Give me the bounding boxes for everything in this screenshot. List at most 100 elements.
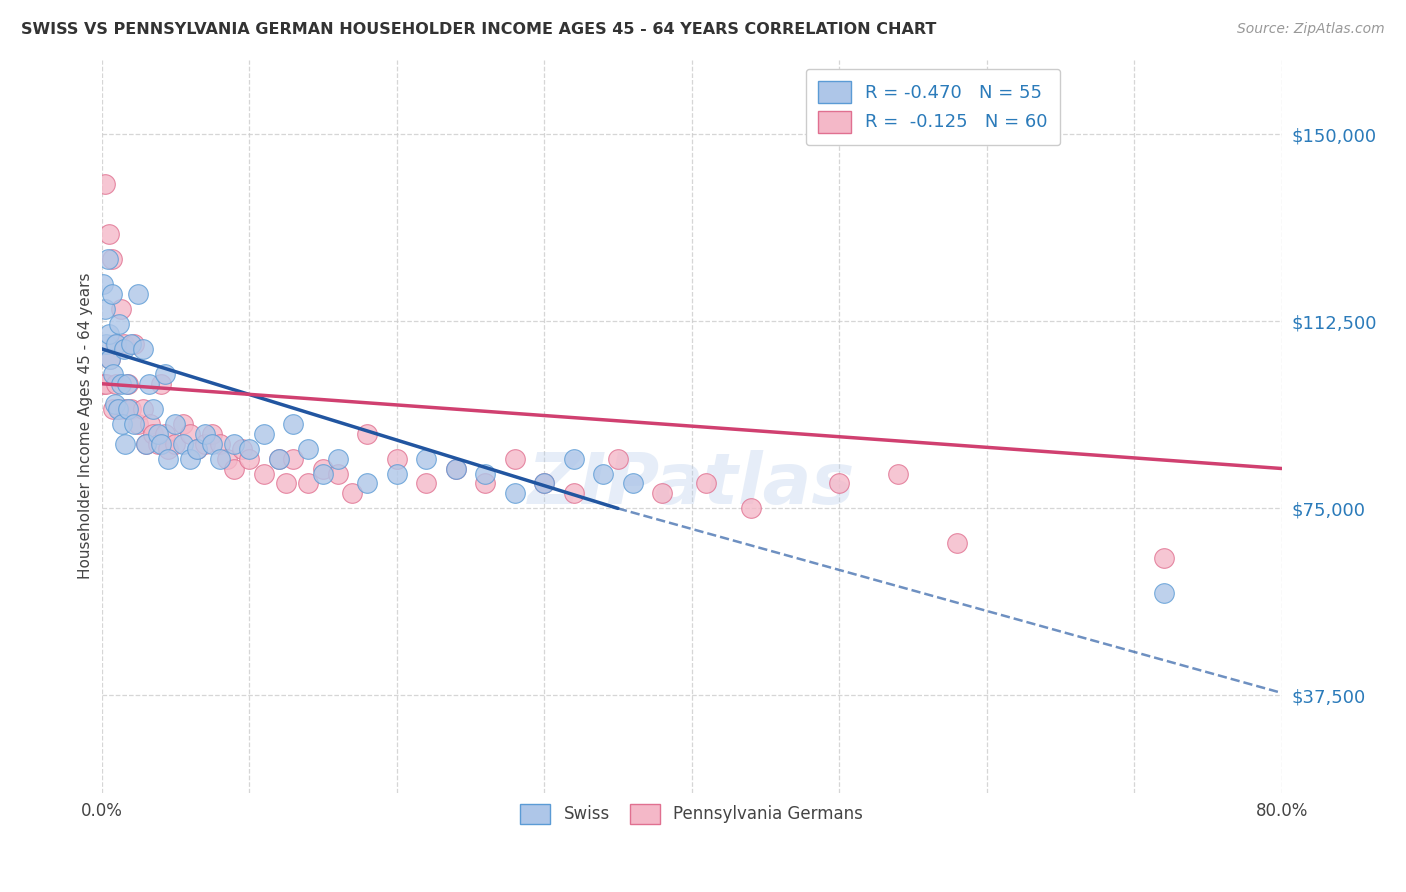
Point — [274, 476, 297, 491]
Point — [132, 342, 155, 356]
Point — [108, 401, 131, 416]
Point — [108, 317, 131, 331]
Point — [165, 417, 187, 431]
Point — [146, 426, 169, 441]
Point — [120, 336, 142, 351]
Point — [111, 417, 134, 431]
Point — [385, 451, 408, 466]
Point — [326, 451, 349, 466]
Point — [828, 476, 851, 491]
Point — [149, 376, 172, 391]
Point — [474, 467, 496, 481]
Point — [107, 401, 129, 416]
Point — [695, 476, 717, 491]
Point — [186, 442, 208, 456]
Point — [120, 401, 142, 416]
Text: SWISS VS PENNSYLVANIA GERMAN HOUSEHOLDER INCOME AGES 45 - 64 YEARS CORRELATION C: SWISS VS PENNSYLVANIA GERMAN HOUSEHOLDER… — [21, 22, 936, 37]
Point — [533, 476, 555, 491]
Point — [91, 277, 114, 291]
Point — [267, 451, 290, 466]
Point — [94, 376, 117, 391]
Point — [444, 461, 467, 475]
Point — [253, 426, 276, 441]
Text: Source: ZipAtlas.com: Source: ZipAtlas.com — [1237, 22, 1385, 37]
Point — [101, 287, 124, 301]
Point — [115, 376, 138, 391]
Point — [100, 351, 122, 366]
Point — [138, 376, 160, 391]
Point — [153, 426, 176, 441]
Point — [533, 476, 555, 491]
Point — [172, 436, 194, 450]
Point — [887, 467, 910, 481]
Point — [101, 252, 124, 266]
Point — [224, 436, 246, 450]
Y-axis label: Householder Income Ages 45 - 64 years: Householder Income Ages 45 - 64 years — [79, 273, 93, 580]
Point — [415, 451, 437, 466]
Point — [94, 336, 117, 351]
Point — [96, 252, 118, 266]
Point — [224, 461, 246, 475]
Point — [127, 287, 149, 301]
Point — [103, 367, 125, 381]
Point — [153, 367, 176, 381]
Point — [201, 426, 224, 441]
Point — [238, 451, 260, 466]
Point — [201, 436, 224, 450]
Point — [1153, 551, 1175, 566]
Point — [112, 336, 135, 351]
Point — [98, 227, 121, 241]
Point — [117, 376, 139, 391]
Point — [122, 336, 145, 351]
Point — [356, 476, 378, 491]
Point — [385, 467, 408, 481]
Point — [326, 467, 349, 481]
Point — [651, 486, 673, 500]
Point — [283, 417, 305, 431]
Point — [142, 401, 165, 416]
Point — [105, 376, 128, 391]
Point — [253, 467, 276, 481]
Point — [100, 351, 122, 366]
Point — [312, 461, 335, 475]
Point — [156, 451, 179, 466]
Point — [142, 426, 165, 441]
Text: ZIPatlas: ZIPatlas — [529, 450, 855, 519]
Point — [238, 442, 260, 456]
Point — [103, 401, 125, 416]
Point — [105, 336, 128, 351]
Point — [740, 501, 762, 516]
Point — [194, 426, 217, 441]
Point — [297, 476, 319, 491]
Legend: Swiss, Pennsylvania Germans: Swiss, Pennsylvania Germans — [509, 792, 875, 836]
Point — [139, 417, 162, 431]
Point — [112, 342, 135, 356]
Point — [110, 376, 132, 391]
Point — [444, 461, 467, 475]
Point — [110, 301, 132, 316]
Point — [179, 426, 201, 441]
Point — [135, 436, 157, 450]
Point — [356, 426, 378, 441]
Point — [114, 401, 136, 416]
Point — [146, 436, 169, 450]
Point — [165, 436, 187, 450]
Point — [474, 476, 496, 491]
Point — [231, 442, 253, 456]
Point — [117, 401, 139, 416]
Point — [135, 436, 157, 450]
Point — [503, 451, 526, 466]
Point — [562, 486, 585, 500]
Point — [1153, 586, 1175, 600]
Point — [267, 451, 290, 466]
Point — [156, 442, 179, 456]
Point — [122, 417, 145, 431]
Point — [172, 417, 194, 431]
Point — [606, 451, 628, 466]
Point — [562, 451, 585, 466]
Point — [342, 486, 364, 500]
Point — [194, 436, 217, 450]
Point — [114, 436, 136, 450]
Point — [415, 476, 437, 491]
Point — [127, 417, 149, 431]
